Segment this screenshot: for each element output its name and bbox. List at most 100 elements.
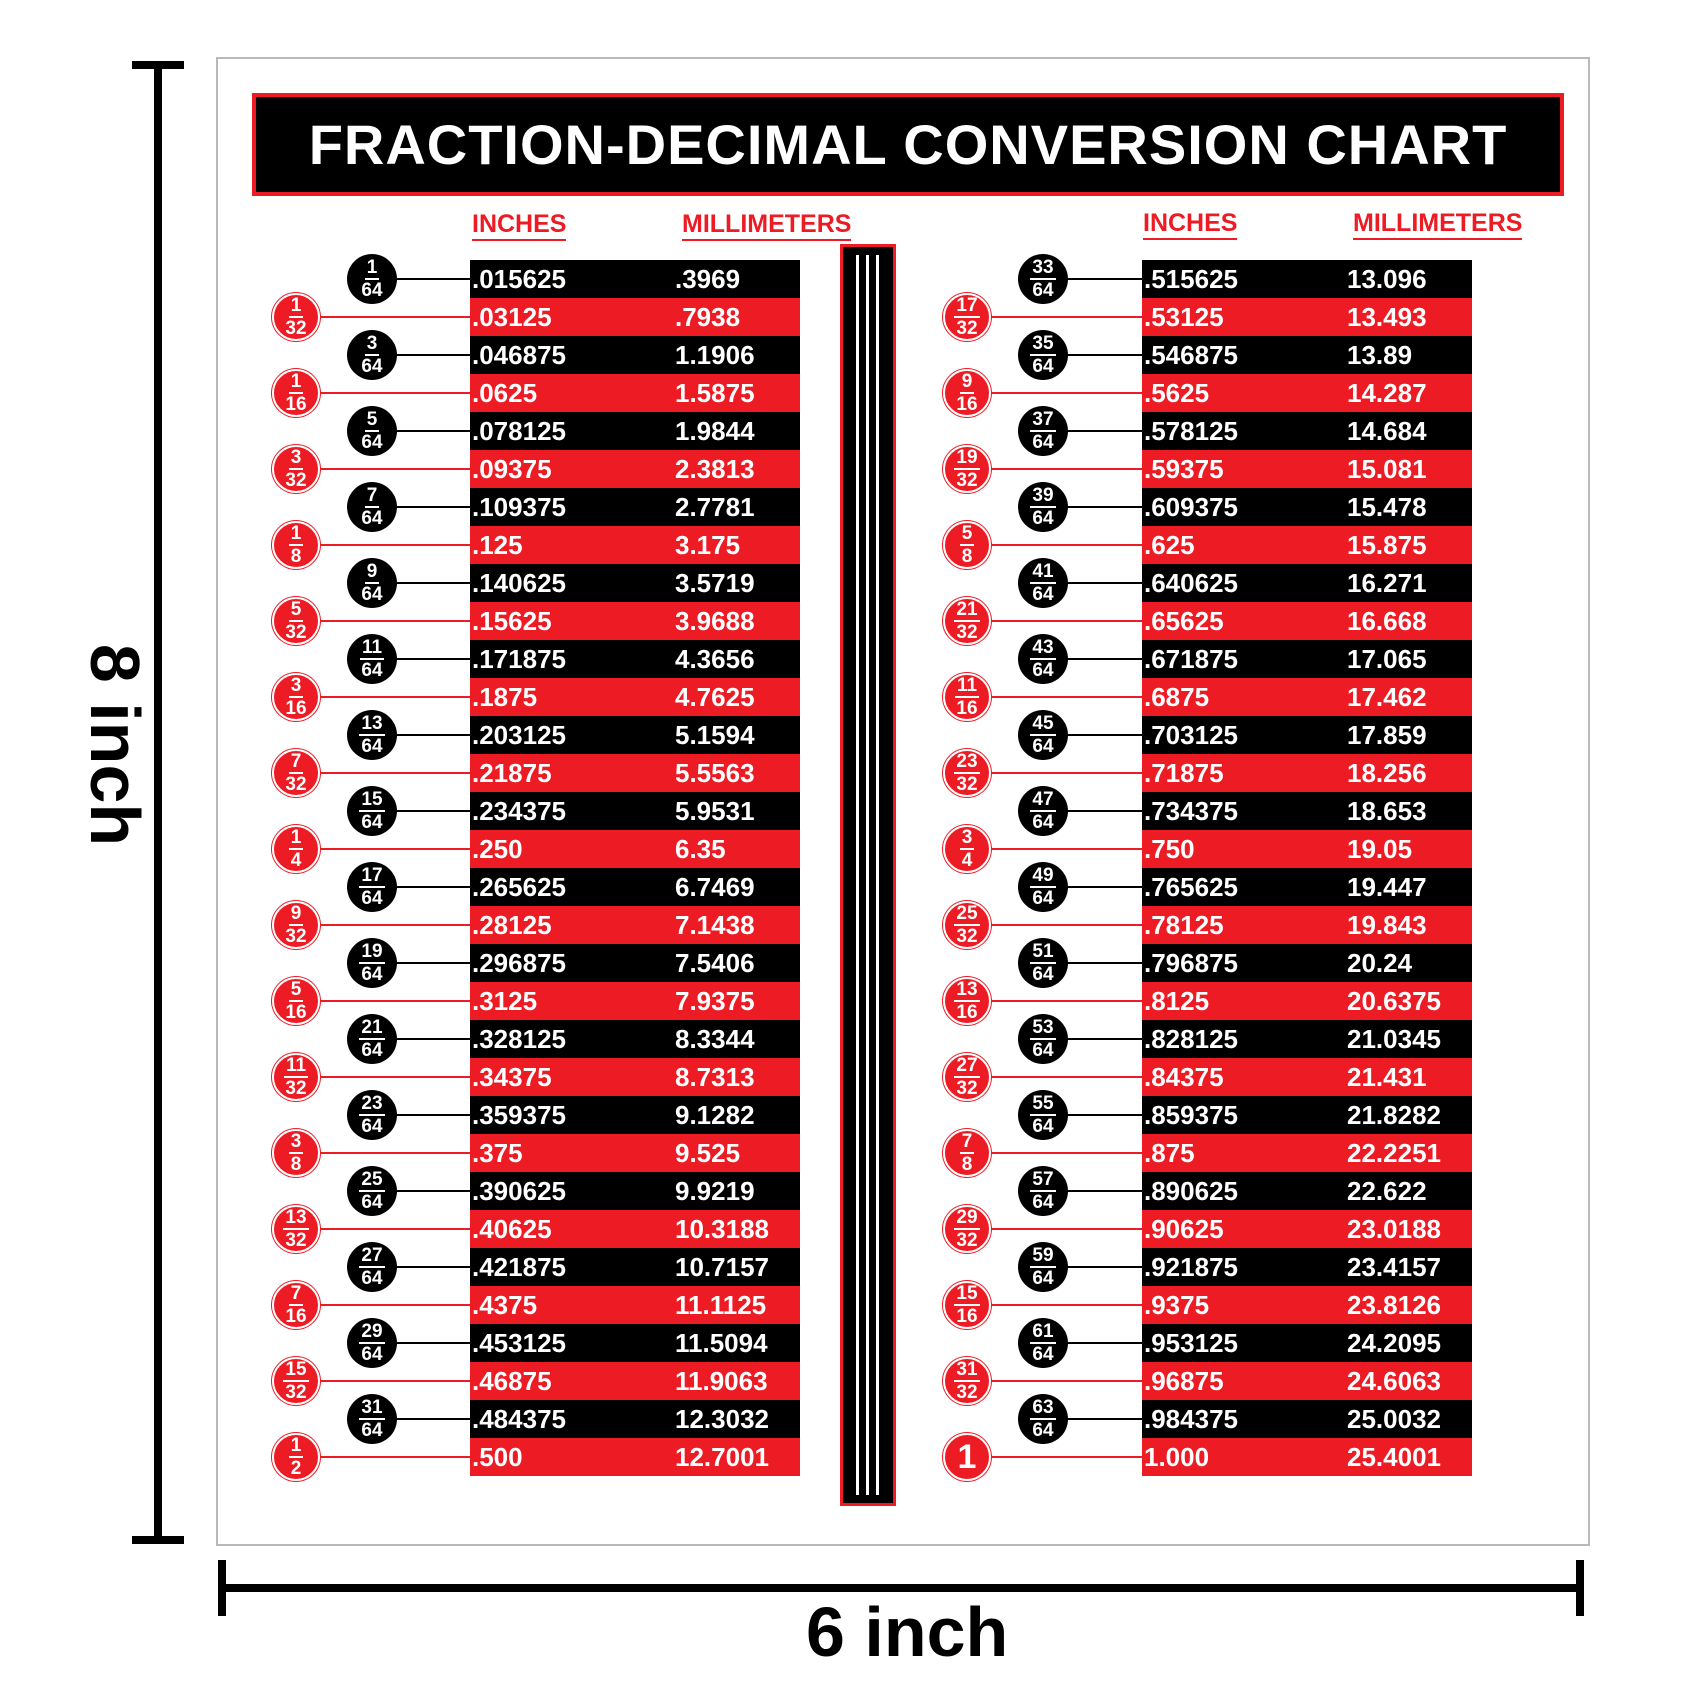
leader-line [1043,506,1142,508]
inches-value: .453125 [472,1327,566,1358]
inches-value: .140625 [472,567,566,598]
leader-line [296,1152,470,1154]
inches-value: .84375 [1144,1061,1224,1092]
leader-line [1043,1190,1142,1192]
fraction-badge: 59 64 [1018,1242,1068,1292]
table-row: .375 9.525 [470,1134,800,1172]
leader-line [296,544,470,546]
inches-value: .390625 [472,1175,566,1206]
millimeters-value: 13.89 [1347,339,1413,370]
fraction-badge: 21 64 [347,1014,397,1064]
inches-value: .5625 [1144,377,1210,408]
inches-value: .796875 [1144,947,1238,978]
millimeters-value: 8.3344 [675,1023,755,1054]
table-row: .84375 21.431 [1142,1058,1472,1096]
fraction-badge: 5 16 [272,977,320,1025]
table-row: .03125 .7938 [470,298,800,336]
leader-line [1043,886,1142,888]
millimeters-value: 6.35 [675,833,726,864]
millimeters-value: 15.478 [1347,491,1427,522]
leader-line [296,1076,470,1078]
table-row: .34375 8.7313 [470,1058,800,1096]
millimeters-value: 5.9531 [675,795,755,826]
leader-line [372,430,470,432]
millimeters-value: 10.3188 [675,1213,769,1244]
millimeters-value: 19.843 [1347,909,1427,940]
millimeters-value: 23.0188 [1347,1213,1441,1244]
table-row: .6875 17.462 [1142,678,1472,716]
table-row: .8125 20.6375 [1142,982,1472,1020]
table-row: .828125 21.0345 [1142,1020,1472,1058]
millimeters-value: 13.096 [1347,263,1427,294]
right-inches-header: INCHES [1143,209,1238,240]
millimeters-value: 11.5094 [675,1327,768,1358]
inches-value: .96875 [1144,1365,1224,1396]
inches-value: .421875 [472,1251,566,1282]
height-label: 8 inch [76,643,154,847]
inches-value: .6875 [1144,681,1210,712]
fraction-badge: 9 64 [347,558,397,608]
table-row: .390625 9.9219 [470,1172,800,1210]
millimeters-value: 3.5719 [675,567,755,598]
inches-value: .234375 [472,795,566,826]
inches-value: .28125 [472,909,552,940]
millimeters-value: 7.1438 [675,909,755,940]
table-row: .984375 25.0032 [1142,1400,1472,1438]
inches-value: .250 [472,833,523,864]
millimeters-value: 25.0032 [1347,1403,1441,1434]
table-row: .046875 1.1906 [470,336,800,374]
leader-line [372,354,470,356]
table-row: .140625 3.5719 [470,564,800,602]
fraction-badge: 49 64 [1018,862,1068,912]
leader-line [296,772,470,774]
table-row: .59375 15.081 [1142,450,1472,488]
leader-line [967,696,1142,698]
leader-line [296,392,470,394]
millimeters-value: 8.7313 [675,1061,755,1092]
fraction-badge: 1 16 [272,369,320,417]
fraction-badge: 15 32 [272,1357,320,1405]
leader-line [1043,962,1142,964]
table-row: .46875 11.9063 [470,1362,800,1400]
table-row: .453125 11.5094 [470,1324,800,1362]
table-row: .53125 13.493 [1142,298,1472,336]
millimeters-value: 18.653 [1347,795,1427,826]
millimeters-value: 20.6375 [1347,985,1441,1016]
fraction-badge: 35 64 [1018,330,1068,380]
fraction-badge: 25 64 [347,1166,397,1216]
fraction-badge: 31 32 [943,1357,991,1405]
inches-value: .890625 [1144,1175,1238,1206]
inches-value: .703125 [1144,719,1238,750]
table-row: .40625 10.3188 [470,1210,800,1248]
table-row: .0625 1.5875 [470,374,800,412]
millimeters-value: 25.4001 [1347,1441,1441,1472]
fraction-badge: 11 64 [347,634,397,684]
table-row: .234375 5.9531 [470,792,800,830]
fraction-badge: 7 64 [347,482,397,532]
inches-value: .03125 [472,301,552,332]
fraction-badge: 15 16 [943,1281,991,1329]
millimeters-value: 7.9375 [675,985,755,1016]
fraction-badge: 45 64 [1018,710,1068,760]
millimeters-value: 19.447 [1347,871,1427,902]
inches-value: .328125 [472,1023,566,1054]
millimeters-value: 10.7157 [675,1251,769,1282]
leader-line [967,620,1142,622]
leader-line [967,1228,1142,1230]
inches-value: .1875 [472,681,538,712]
width-label: 6 inch [806,1593,1009,1671]
leader-line [372,810,470,812]
table-row: .109375 2.7781 [470,488,800,526]
leader-line [967,772,1142,774]
inches-value: .203125 [472,719,566,750]
millimeters-value: 21.8282 [1347,1099,1441,1130]
fraction-badge: 9 32 [272,901,320,949]
fraction-badge: 39 64 [1018,482,1068,532]
millimeters-value: 2.3813 [675,453,755,484]
inches-value: .828125 [1144,1023,1238,1054]
table-row: .609375 15.478 [1142,488,1472,526]
